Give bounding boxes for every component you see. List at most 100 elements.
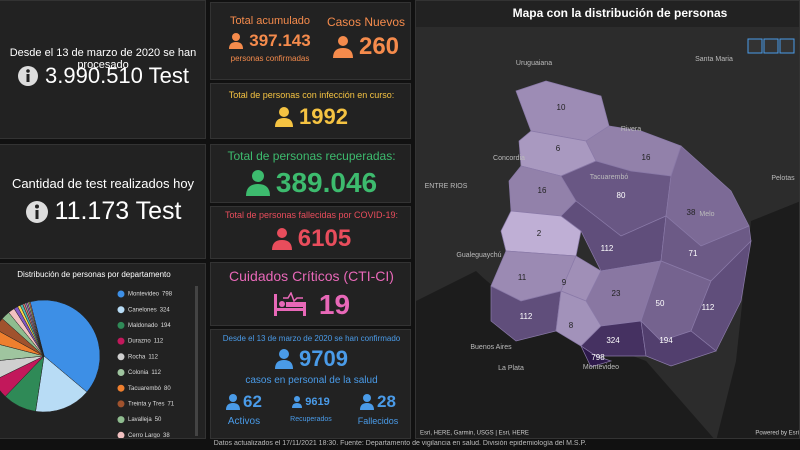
info-icon: [25, 200, 48, 223]
department-label: 112: [520, 312, 533, 321]
person-icon: [275, 107, 294, 127]
footer: Datos actualizados el 17/11/2021 18:30. …: [0, 440, 800, 450]
department-label: 798: [591, 353, 605, 362]
value: 389.046: [275, 167, 378, 198]
active-panel: Total de personas con infección en curso…: [210, 83, 411, 139]
value: 19: [318, 289, 351, 320]
map: Mapa con la distribución de personas Esr…: [416, 1, 799, 438]
map-title: Mapa con la distribución de personas: [513, 6, 728, 20]
place-label: Rivera: [621, 126, 641, 133]
legend-label: Lavalleja: [128, 417, 152, 423]
pie-slice: [29, 299, 101, 393]
label: Desde el 13 de marzo de 2020 se han conf…: [222, 334, 401, 343]
pie-slice: [0, 355, 45, 378]
label: Cuidados Críticos (CTI-CI): [229, 268, 394, 284]
value: 62: [243, 392, 262, 411]
value: 9619: [305, 396, 330, 408]
legend-swatch: [117, 416, 125, 424]
person-icon: [332, 36, 353, 58]
legend-label: Tacuarembó: [128, 386, 162, 392]
label: Casos Nuevos: [326, 15, 406, 29]
layers-button[interactable]: [779, 38, 795, 54]
list-button[interactable]: [763, 38, 779, 54]
legend-label: Maldonado: [128, 323, 158, 329]
person-icon: [292, 396, 303, 408]
value: 11.173 Test: [54, 197, 182, 225]
pie-title: Distribución de personas por departament…: [17, 270, 171, 279]
person-icon: [275, 349, 294, 369]
person-icon: [245, 170, 270, 196]
label: Activos: [227, 416, 261, 427]
place-label: Montevideo: [583, 364, 619, 371]
department-label: 8: [569, 321, 574, 330]
map-header: [416, 1, 799, 27]
label: Total de personas fallecidas por COVID-1…: [224, 210, 399, 220]
legend-value: 71: [167, 401, 174, 407]
department-label: 16: [538, 186, 547, 195]
health-panel: Desde el 13 de marzo de 2020 se han conf…: [210, 329, 411, 439]
department-label: 112: [601, 244, 614, 253]
label: Desde el 13 de marzo de 2020 se han proc…: [9, 47, 197, 71]
department-label: 10: [557, 103, 566, 112]
river: [416, 271, 714, 438]
label: Cantidad de test realizados hoy: [11, 176, 195, 191]
value: 6105: [297, 225, 352, 252]
cti-panel: Cuidados Críticos (CTI-CI) 19: [210, 262, 411, 326]
pie-slice: [0, 344, 45, 361]
department-label: 194: [659, 336, 673, 345]
pie-slice: [0, 355, 45, 397]
place-label: Tacuarembó: [590, 174, 629, 181]
today-panel: Cantidad de test realizados hoy 11.173 T…: [0, 144, 206, 259]
ocean: [716, 201, 799, 438]
legend-swatch: [117, 290, 125, 298]
legend-swatch: [117, 321, 125, 329]
recovered-panel: Total de personas recuperadas: 389.046: [210, 144, 411, 203]
home-button[interactable]: [747, 38, 763, 54]
department: [580, 345, 613, 368]
label: Total acumulado: [229, 15, 311, 27]
department-label: 324: [606, 336, 620, 345]
legend-swatch: [117, 353, 125, 361]
legend-swatch: [117, 384, 125, 392]
legend-value: 112: [148, 354, 158, 360]
legend-swatch: [117, 306, 125, 314]
legend-label: Colonia: [128, 370, 149, 376]
sub: casos en personal de la salud: [245, 375, 378, 386]
legend-label: Rocha: [128, 354, 146, 360]
value: 260: [358, 33, 400, 60]
value: 28: [377, 392, 396, 411]
legend-value: 38: [163, 433, 170, 439]
department-label: 38: [687, 208, 696, 217]
legend-value: 324: [160, 307, 171, 313]
legend-value: 798: [162, 292, 173, 298]
place-label: ENTRE RIOS: [425, 183, 468, 190]
legend-value: 80: [164, 386, 171, 392]
legend-value: 194: [161, 323, 172, 329]
department-label: 9: [562, 278, 567, 287]
person-icon: [271, 228, 292, 250]
bed-icon: [273, 292, 306, 316]
place-label: Pelotas: [771, 175, 795, 182]
legend-label: Durazno: [128, 339, 151, 345]
department-label: 23: [612, 289, 621, 298]
place-label: Santa Maria: [695, 56, 733, 63]
legend-value: 112: [154, 339, 164, 345]
accumulated-panel: Total acumulado 397.143 personas confirm…: [210, 2, 411, 80]
department-label: 50: [656, 299, 665, 308]
department-label: 112: [702, 303, 715, 312]
department-label: 16: [642, 153, 651, 162]
legend-label: Treinta y Tres: [128, 401, 164, 407]
map-tools[interactable]: [747, 38, 795, 54]
deaths-panel: Total de personas fallecidas por COVID-1…: [210, 206, 411, 259]
place-label: Gualeguaychú: [456, 252, 501, 259]
department-label: 71: [689, 249, 698, 258]
department-label: 6: [556, 144, 561, 153]
person-icon: [226, 394, 241, 410]
person-icon: [229, 33, 244, 49]
label: Fallecidos: [357, 416, 399, 426]
department-label: 11: [518, 273, 527, 282]
department-label: 80: [617, 191, 626, 200]
place-label: La Plata: [498, 365, 524, 372]
legend-label: Canelones: [128, 307, 157, 313]
map-panel: Mapa con la distribución de personas Esr…: [415, 0, 800, 439]
